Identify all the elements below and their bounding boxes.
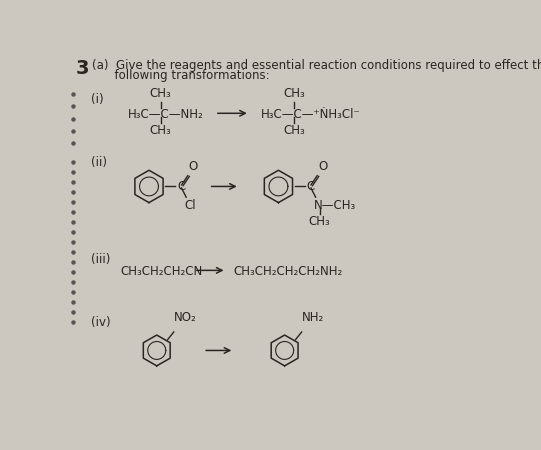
Text: Cl: Cl	[184, 199, 196, 212]
Text: (a)  Give the reagents and essential reaction conditions required to effect the: (a) Give the reagents and essential reac…	[93, 59, 541, 72]
Text: CH₃: CH₃	[308, 215, 331, 228]
Text: NH₂: NH₂	[302, 311, 324, 324]
Text: C: C	[177, 180, 185, 193]
Text: H₃C—C—⁺ṄH₃Cl⁻: H₃C—C—⁺ṄH₃Cl⁻	[261, 108, 361, 121]
Text: CH₃CH₂CH₂CN: CH₃CH₂CH₂CN	[120, 265, 202, 278]
Text: CH₃CH₂CH₂CH₂NH₂: CH₃CH₂CH₂CH₂NH₂	[234, 265, 343, 278]
Text: (iii): (iii)	[91, 252, 110, 266]
Text: NO₂: NO₂	[174, 311, 196, 324]
Text: O: O	[318, 160, 327, 173]
Text: O: O	[188, 160, 198, 173]
Text: (iv): (iv)	[91, 316, 110, 329]
Text: CH₃: CH₃	[150, 124, 171, 137]
Text: C: C	[306, 180, 314, 193]
Text: following transformations:: following transformations:	[93, 69, 270, 82]
Text: CH₃: CH₃	[283, 124, 305, 137]
Text: N—CH₃: N—CH₃	[314, 199, 357, 212]
Text: CH₃: CH₃	[150, 87, 171, 100]
Text: 3: 3	[75, 58, 89, 77]
Text: CH₃: CH₃	[283, 87, 305, 100]
Text: (i): (i)	[91, 93, 103, 105]
Text: H₃C—C—NH₂: H₃C—C—NH₂	[128, 108, 204, 121]
Text: (ii): (ii)	[91, 157, 107, 169]
